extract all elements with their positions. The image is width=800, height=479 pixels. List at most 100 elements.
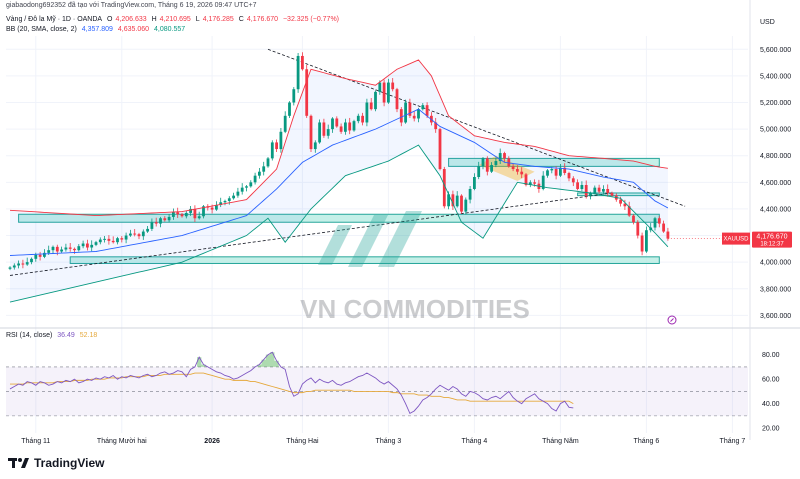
candle-body	[193, 208, 197, 219]
alert-icon-mark	[670, 318, 674, 322]
candle-body	[240, 187, 244, 192]
candle-body	[481, 158, 485, 167]
candle-body	[189, 208, 192, 213]
descending-trendline	[267, 48, 686, 207]
price-zone	[577, 192, 660, 197]
bb-mid-value: 4,357.809	[81, 26, 113, 33]
time-tick-label: 2026	[204, 438, 220, 445]
bb-lower-line	[9, 144, 669, 303]
watermark-logo-bar	[318, 225, 352, 265]
candle-body	[202, 206, 205, 217]
candle-body	[8, 267, 12, 269]
candle-body	[657, 218, 661, 224]
bb-fill-area	[10, 59, 668, 303]
candle-body	[369, 102, 373, 110]
rsi-tick-label: 60.00	[762, 377, 780, 384]
rsi-pane[interactable]: 20.00 40.00 60.00 80.00	[6, 351, 780, 433]
candle-body	[283, 115, 287, 132]
candle-body	[309, 115, 313, 150]
candle-body	[477, 166, 481, 178]
candle-body	[528, 182, 532, 185]
time-axis[interactable]: Tháng 11 Tháng Mười hai 2026 Tháng Hai Tháng…	[21, 438, 745, 445]
time-tick-label: Tháng Mười hai	[97, 438, 147, 445]
candle-body	[494, 161, 498, 166]
rsi-value: 36.49	[57, 332, 75, 339]
candle-body	[589, 192, 592, 196]
candle-body	[176, 212, 180, 215]
price-zone	[69, 256, 660, 264]
ohlc-low: 4,176.285	[202, 16, 234, 23]
candle-body	[68, 247, 72, 249]
price-tick-label: 4,600.000	[760, 180, 791, 187]
candlesticks[interactable]	[8, 52, 670, 271]
candle-body	[473, 177, 476, 189]
candle-body	[597, 187, 601, 192]
tradingview-logo[interactable]: TradingView	[8, 456, 104, 470]
candle-body	[245, 186, 248, 188]
rsi-tick-label: 40.00	[762, 401, 780, 408]
rsi-tick-label: 20.00	[762, 426, 780, 433]
candle-body	[550, 169, 554, 171]
candle-body	[344, 122, 347, 132]
candle-body	[455, 195, 459, 207]
candle-body	[236, 191, 240, 196]
candle-body	[421, 105, 425, 110]
price-axis[interactable]: 3,600.0003,800.0004,000.0004,200.0004,40…	[760, 47, 791, 320]
candle-body	[266, 158, 270, 167]
candle-body	[25, 262, 29, 265]
rsi-overbought-fill	[197, 352, 279, 367]
ohlc-close-label: C	[238, 16, 244, 23]
bb-label: BB (20, SMA, close, 2)	[6, 26, 77, 33]
watermark: VN COMMODITIES	[300, 211, 530, 324]
candle-body	[318, 122, 321, 143]
candle-body	[602, 188, 605, 192]
alert-icon	[667, 315, 677, 325]
candle-body	[593, 187, 597, 193]
candle-body	[129, 233, 132, 236]
candle-body	[666, 231, 670, 239]
candle-body	[258, 171, 261, 176]
time-tick-label: Tháng 6	[634, 438, 660, 445]
candle-body	[326, 129, 330, 136]
candle-body	[137, 234, 141, 237]
candle-body	[120, 238, 124, 240]
rsi-legend[interactable]: RSI (14, close) 36.49 52.18	[6, 332, 100, 339]
tradingview-icon	[8, 457, 30, 469]
candle-body	[653, 218, 657, 228]
price-tick-label: 4,800.000	[760, 153, 791, 160]
candle-body	[610, 192, 614, 196]
highlight-zone	[478, 155, 535, 181]
candle-body	[339, 126, 343, 132]
candle-body	[322, 122, 326, 136]
candle-body	[227, 198, 231, 201]
candle-body	[215, 204, 218, 210]
candle-body	[51, 246, 55, 251]
price-tag-bg	[752, 231, 792, 248]
candle-body	[563, 167, 567, 174]
candle-body	[90, 244, 94, 248]
alert-icon-ring	[667, 315, 677, 325]
watermark-logo	[318, 211, 422, 267]
candle-body	[30, 258, 33, 263]
candle-body	[167, 216, 171, 221]
candle-body	[150, 222, 154, 229]
ascending-trendline	[9, 192, 613, 276]
candle-body	[348, 122, 352, 131]
candle-body	[232, 195, 235, 199]
bb-legend[interactable]: BB (20, SMA, close, 2) 4,357.809 4,635.0…	[6, 26, 188, 33]
candle-body	[163, 218, 167, 221]
candle-body	[640, 235, 644, 252]
candle-body	[210, 207, 214, 210]
symbol-title[interactable]: Vàng / Đô la Mỹ · 1D · OANDA	[6, 16, 103, 23]
candle-body	[159, 218, 162, 224]
candle-body	[498, 153, 502, 162]
ohlc-open-label: O	[107, 16, 113, 23]
ohlc-open: 4,206.633	[115, 16, 147, 23]
candle-body	[425, 105, 429, 116]
bb-lower-value: 4,080.557	[153, 26, 186, 33]
candle-body	[279, 131, 283, 150]
candle-body	[627, 206, 631, 216]
candle-body	[219, 202, 223, 205]
